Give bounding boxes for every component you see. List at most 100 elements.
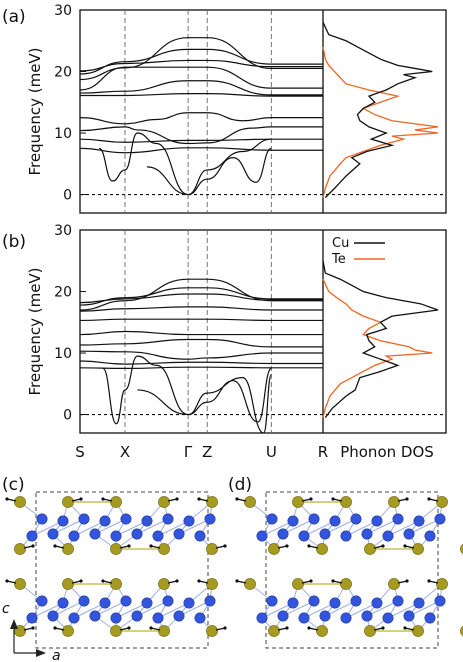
displacement-arrowhead <box>127 544 131 548</box>
displacement-arrowhead <box>307 544 311 548</box>
phonon-band <box>80 66 323 91</box>
displacement-arrowhead <box>223 626 227 630</box>
cu-atom <box>340 612 352 624</box>
displacement-arrowhead <box>331 579 335 583</box>
cu-atom <box>434 595 446 607</box>
displacement-arrowhead <box>223 544 227 548</box>
te-atom <box>62 496 74 508</box>
k-point-label: Z <box>202 443 212 461</box>
te-atom <box>436 496 448 508</box>
te-atom <box>158 496 170 508</box>
cu-atom <box>350 513 362 525</box>
cu-atom <box>392 513 404 525</box>
cu-atom <box>131 528 143 540</box>
displacement-arrowhead <box>101 579 105 583</box>
crystal-structure-c <box>5 491 227 649</box>
cu-atom <box>266 513 278 525</box>
legend-cu-label: Cu <box>332 236 349 251</box>
cu-atom <box>47 528 59 540</box>
phonon-band <box>80 306 323 312</box>
cu-atom <box>78 513 90 525</box>
te-atom <box>412 543 424 555</box>
displacement-arrowhead <box>405 579 409 583</box>
te-atom <box>340 578 352 590</box>
cu-atom <box>173 610 185 622</box>
cu-atom <box>382 530 394 542</box>
cu-atom <box>162 595 174 607</box>
cu-atom <box>120 595 132 607</box>
unit-cell-box <box>265 491 439 649</box>
te-atom <box>62 578 74 590</box>
band-structure-a: 0 10 20 30 Frequency (meV) <box>26 3 447 214</box>
dos-legend: Cu Te <box>331 236 385 267</box>
cu-atom <box>340 530 352 542</box>
displacement-arrowhead <box>5 497 9 501</box>
cu-cu-bond <box>94 518 127 535</box>
cu-cu-bond <box>73 602 106 619</box>
displacement-arrowhead <box>175 497 179 501</box>
cu-cu-bond <box>73 520 106 537</box>
y-tick-label: 30 <box>54 3 72 19</box>
panel-label-b: (b) <box>2 232 26 252</box>
cu-cu-bond <box>282 518 315 535</box>
panel-label-d: (d) <box>228 475 252 495</box>
y-axis-label: Frequency (meV) <box>26 47 44 175</box>
phonon-band <box>137 373 272 433</box>
cu-atom <box>36 595 48 607</box>
te-atom <box>268 543 280 555</box>
cu-atom <box>319 528 331 540</box>
te-atom <box>460 625 463 637</box>
cu-cu-bond <box>345 520 378 537</box>
te-atom <box>206 496 218 508</box>
te-atom <box>206 578 218 590</box>
dos-te <box>322 46 439 198</box>
cu-atom <box>298 612 310 624</box>
displacement-arrowhead <box>31 626 35 630</box>
te-atom <box>110 578 122 590</box>
cu-atom <box>152 530 164 542</box>
cu-atom <box>413 515 425 527</box>
cu-cu-bond <box>52 518 85 535</box>
te-atom <box>14 543 26 555</box>
te-atom <box>244 496 256 508</box>
k-point-label: S <box>75 443 85 461</box>
cu-atom <box>57 515 69 527</box>
unit-cell-box <box>35 491 209 649</box>
displacement-arrowhead <box>309 579 313 583</box>
cu-atom <box>89 610 101 622</box>
dos-axis-label: Phonon DOS <box>340 443 434 461</box>
cu-cu-bond <box>178 518 211 535</box>
band-structure-b: 0 10 20 30 Frequency (meV) <box>26 223 447 434</box>
y-tick-label: 20 <box>54 65 72 81</box>
te-atom <box>158 625 170 637</box>
cu-cu-bond <box>408 600 441 617</box>
y-tick-label: 0 <box>63 188 72 204</box>
cu-atom <box>256 612 268 624</box>
dos-te <box>322 278 433 418</box>
cu-atom <box>382 612 394 624</box>
te-atom <box>364 625 376 637</box>
phonon-band <box>80 330 323 336</box>
cu-cu-bond <box>178 600 211 617</box>
displacement-arrowhead <box>149 626 153 630</box>
phonon-band <box>80 278 323 311</box>
te-atom <box>158 578 170 590</box>
cu-atom <box>277 610 289 622</box>
displacement-arrowhead <box>427 497 431 501</box>
cu-cu-bond <box>303 602 336 619</box>
cu-cu-bond <box>261 520 294 537</box>
displacement-arrowhead <box>285 626 289 630</box>
te-atom <box>412 625 424 637</box>
cu-atom <box>403 528 415 540</box>
displacement-arrowhead <box>53 544 57 548</box>
cu-cu-bond <box>261 602 294 619</box>
cu-atom <box>68 530 80 542</box>
te-atom <box>316 543 328 555</box>
cu-cu-bond <box>136 518 169 535</box>
cu-atom <box>424 612 436 624</box>
phonon-band <box>80 287 323 306</box>
phonon-band <box>80 360 323 365</box>
panel-label-a: (a) <box>2 7 26 27</box>
dos-cu <box>322 22 433 199</box>
